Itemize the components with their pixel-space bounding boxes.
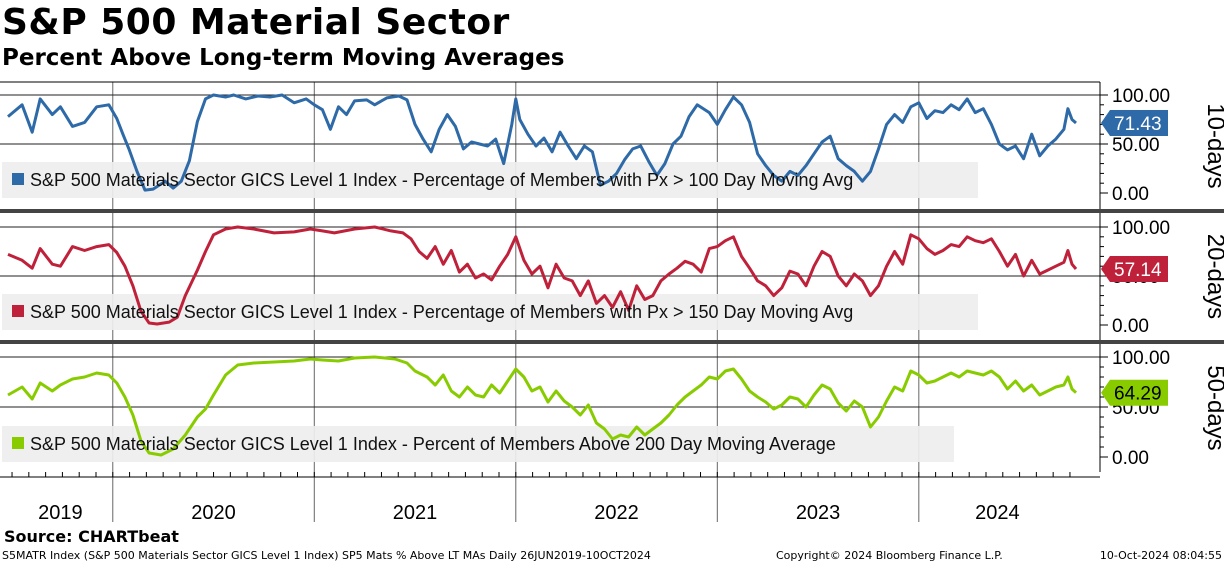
series-line: [7, 355, 1078, 457]
last-value-tag: [1101, 256, 1168, 283]
last-value-tag: [1101, 109, 1168, 136]
x-tick-label: 2024: [975, 502, 1020, 524]
panel-separator: [0, 340, 1224, 344]
y-tick-label: 0.00: [1112, 448, 1149, 469]
last-value-label: 71.43: [1114, 114, 1162, 135]
timestamp: 10-Oct-2024 08:04:55: [1099, 549, 1222, 562]
x-tick-label: 2019: [38, 502, 83, 524]
chart-subtitle: Percent Above Long-term Moving Averages: [2, 45, 565, 71]
legend-swatch: [12, 173, 24, 185]
panel-separator: [0, 209, 1224, 213]
last-value-label: 64.29: [1114, 384, 1162, 405]
x-tick-label: 2021: [393, 502, 438, 524]
x-tick-label: 2022: [594, 502, 639, 524]
y-tick-label: 100.00: [1112, 348, 1170, 369]
source-label: Source: CHARTbeat: [4, 527, 179, 546]
copyright: Copyright© 2024 Bloomberg Finance L.P.: [776, 549, 1003, 562]
panel-side-label: 10-days: [1202, 103, 1224, 188]
index-info: S5MATR Index (S&P 500 Materials Sector G…: [2, 549, 651, 562]
last-value-tag: [1101, 379, 1168, 406]
series-line: [7, 93, 1077, 192]
y-tick-label: 50.00: [1112, 135, 1160, 156]
y-tick-label: 0.00: [1112, 316, 1149, 337]
legend-text: S&P 500 Materials Sector GICS Level 1 In…: [30, 302, 853, 322]
legend-swatch: [12, 437, 24, 449]
panel-side-label: 20-days: [1202, 234, 1224, 319]
y-tick-label: 0.00: [1112, 184, 1149, 205]
legend-text: S&P 500 Materials Sector GICS Level 1 In…: [30, 434, 836, 454]
x-tick-label: 2020: [191, 502, 236, 524]
legend-text: S&P 500 Materials Sector GICS Level 1 In…: [30, 170, 853, 190]
series-line: [7, 225, 1078, 326]
y-tick-label: 100.00: [1112, 86, 1170, 107]
y-tick-label: 100.00: [1112, 218, 1170, 239]
legend-swatch: [12, 305, 24, 317]
chart-title: S&P 500 Material Sector: [2, 2, 510, 43]
panel-side-label: 50-days: [1202, 365, 1224, 450]
last-value-label: 57.14: [1114, 260, 1162, 281]
x-tick-label: 2023: [796, 502, 841, 524]
